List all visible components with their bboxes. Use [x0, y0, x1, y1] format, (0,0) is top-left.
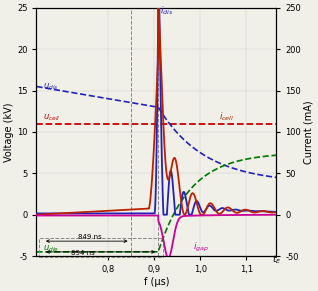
Y-axis label: Voltage (kV): Voltage (kV): [4, 102, 14, 162]
Text: $u_{die}$: $u_{die}$: [43, 243, 59, 254]
Text: $i_{dis}$: $i_{dis}$: [160, 5, 174, 17]
Text: 849 ns: 849 ns: [78, 234, 102, 240]
X-axis label: f (μs): f (μs): [144, 277, 169, 287]
Text: $i_{cell}$: $i_{cell}$: [219, 111, 234, 123]
Bar: [39, 238, 163, 257]
Text: $t_E$: $t_E$: [272, 254, 281, 266]
Text: $i_{gap}$: $i_{gap}$: [193, 241, 209, 254]
Text: $u_{cell}$: $u_{cell}$: [43, 113, 61, 123]
Y-axis label: Current (mA): Current (mA): [304, 100, 314, 164]
Text: $u_{dis}$: $u_{dis}$: [43, 82, 59, 93]
Text: 894 ns: 894 ns: [71, 250, 95, 256]
